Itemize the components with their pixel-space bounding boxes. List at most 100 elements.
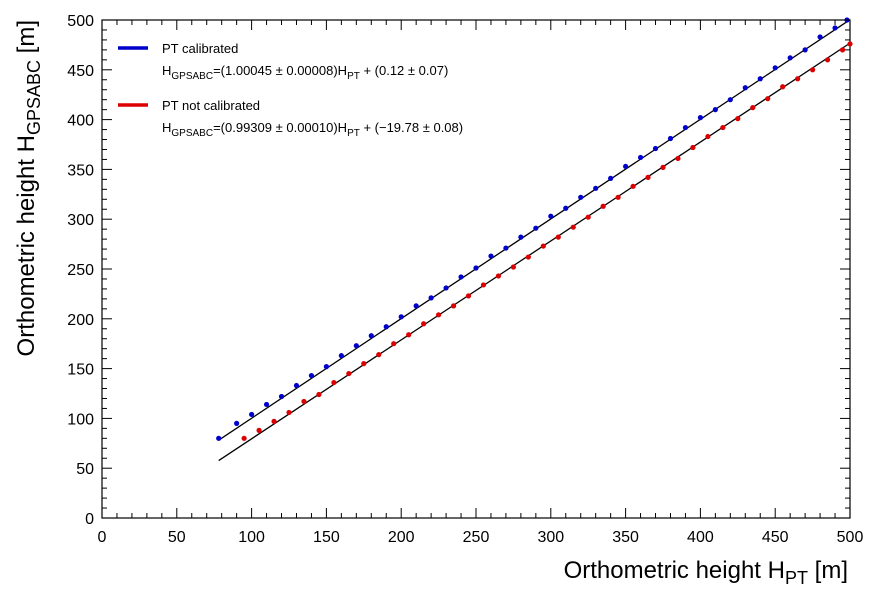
y-tick-label: 150 [67, 362, 94, 379]
data-point [428, 295, 434, 301]
data-point [757, 76, 763, 82]
data-point [824, 57, 831, 63]
x-tick-label: 300 [537, 529, 564, 546]
data-point [308, 372, 315, 379]
data-point [293, 382, 300, 389]
data-point [488, 253, 494, 259]
data-point [533, 225, 539, 231]
data-point [323, 364, 329, 370]
data-point [241, 435, 247, 441]
data-point [765, 96, 771, 102]
x-tick-label: 350 [612, 529, 639, 546]
data-point [615, 194, 621, 200]
data-point [600, 203, 606, 209]
data-point [383, 324, 389, 330]
data-point [645, 174, 651, 180]
data-point [720, 124, 726, 131]
series-1 [241, 41, 853, 441]
data-point [623, 163, 629, 170]
data-point [839, 47, 846, 53]
y-tick-labels: 0 50 100 150 200 250 300 350 400 450 500 [67, 13, 94, 528]
data-point [548, 213, 554, 219]
data-point [413, 303, 419, 309]
data-point [802, 47, 808, 53]
data-point [518, 234, 524, 240]
data-point [660, 164, 666, 171]
y-tick-label: 200 [67, 312, 94, 329]
data-point [406, 332, 412, 338]
data-point [443, 285, 449, 291]
data-point [263, 401, 270, 408]
data-point [682, 124, 689, 131]
data-point [436, 312, 442, 318]
x-tick-labels: 0 50 100 150 200 250 300 350 400 450 500 [98, 529, 864, 546]
data-point [473, 265, 479, 271]
data-point [742, 85, 748, 91]
data-point [555, 234, 561, 240]
data-point [637, 154, 644, 161]
x-tick-label: 500 [837, 529, 864, 546]
y-tick-label: 250 [67, 262, 94, 279]
legend: PT calibrated HGPSABC=(1.00045 ± 0.00008… [118, 41, 463, 139]
x-tick-label: 450 [762, 529, 789, 546]
legend-label-calibrated: PT calibrated [162, 41, 238, 56]
y-tick-label: 50 [76, 461, 94, 478]
fit-lines [218, 19, 851, 462]
data-point [705, 133, 711, 140]
data-point [391, 341, 397, 347]
data-point [563, 205, 569, 211]
data-point [286, 409, 292, 416]
legend-label-not-calibrated: PT not calibrated [162, 98, 260, 113]
data-point [712, 107, 718, 113]
axis-ticks [101, 19, 851, 519]
data-point [772, 65, 778, 71]
data-point [795, 76, 801, 82]
data-point [817, 34, 823, 40]
data-point [421, 321, 427, 327]
y-tick-label: 100 [67, 411, 94, 428]
data-point [503, 245, 509, 251]
x-tick-label: 250 [463, 529, 490, 546]
data-point [593, 185, 599, 191]
data-point [780, 84, 786, 90]
data-point [361, 361, 367, 367]
y-tick-label: 300 [67, 212, 94, 229]
x-tick-label: 50 [168, 529, 186, 546]
data-point [465, 293, 472, 299]
data-point [667, 135, 674, 142]
data-point [630, 183, 636, 189]
legend-equation-not-calibrated: HGPSABC=(0.99309 ± 0.00010)HPT + (−19.78… [162, 120, 463, 139]
y-tick-label: 500 [67, 13, 94, 30]
data-point [727, 97, 733, 103]
data-point [301, 398, 307, 405]
data-point [690, 144, 696, 151]
data-point [652, 145, 659, 152]
data-point [316, 391, 322, 398]
x-axis-title: Orthometric height HPT [m] [564, 557, 848, 588]
data-point [458, 274, 464, 280]
data-point [216, 435, 222, 441]
data-point [278, 393, 285, 400]
data-point [810, 67, 816, 73]
y-axis-title: Orthometric height HGPSABC [m] [13, 20, 44, 356]
data-point [540, 243, 546, 249]
data-point [750, 105, 756, 111]
data-point [480, 282, 487, 288]
data-point [271, 418, 277, 424]
data-point [346, 370, 352, 377]
series-points [216, 17, 853, 441]
legend-equation-calibrated: HGPSABC=(1.00045 ± 0.00008)HPT + (0.12 ±… [162, 63, 448, 82]
data-point [578, 194, 584, 200]
y-tick-label: 350 [67, 162, 94, 179]
data-point [234, 420, 240, 426]
data-point [787, 55, 793, 61]
data-point [570, 224, 576, 230]
data-point [331, 379, 337, 386]
fit-line-1 [218, 42, 851, 462]
data-point [368, 333, 374, 339]
data-point [697, 115, 704, 121]
y-tick-label: 0 [85, 511, 94, 528]
data-point [832, 25, 838, 31]
x-tick-label: 200 [388, 529, 415, 546]
x-tick-label: 400 [687, 529, 714, 546]
